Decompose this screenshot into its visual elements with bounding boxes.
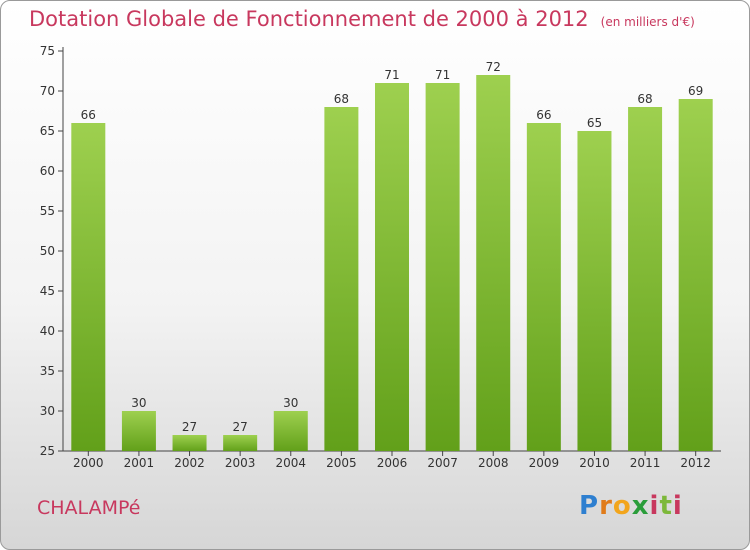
y-tick-label: 65 bbox=[40, 124, 55, 138]
x-tick-label: 2000 bbox=[73, 456, 104, 470]
y-tick-label: 60 bbox=[40, 164, 55, 178]
bar-value-label: 66 bbox=[81, 108, 96, 122]
bar-value-label: 68 bbox=[334, 92, 349, 106]
x-tick-label: 2003 bbox=[225, 456, 256, 470]
x-tick-label: 2005 bbox=[326, 456, 357, 470]
bar-value-label: 65 bbox=[587, 116, 602, 130]
bar-value-label: 69 bbox=[688, 84, 703, 98]
x-tick-label: 2010 bbox=[579, 456, 610, 470]
y-tick-label: 45 bbox=[40, 284, 55, 298]
bar-value-label: 71 bbox=[435, 68, 450, 82]
y-tick-label: 70 bbox=[40, 84, 55, 98]
bar bbox=[121, 411, 156, 451]
bar-value-label: 30 bbox=[283, 396, 298, 410]
bar-value-label: 71 bbox=[384, 68, 399, 82]
bar-value-label: 66 bbox=[536, 108, 551, 122]
bar-value-label: 27 bbox=[233, 420, 248, 434]
bar bbox=[425, 83, 460, 451]
x-tick-label: 2001 bbox=[124, 456, 155, 470]
x-tick-label: 2006 bbox=[377, 456, 408, 470]
x-tick-label: 2009 bbox=[529, 456, 560, 470]
x-tick-label: 2007 bbox=[427, 456, 458, 470]
chart-title-text: Dotation Globale de Fonctionnement de 20… bbox=[29, 7, 589, 31]
commune-name: CHALAMPé bbox=[37, 497, 141, 519]
y-tick-label: 30 bbox=[40, 404, 55, 418]
y-tick-label: 25 bbox=[40, 444, 55, 458]
chart-unit: (en milliers d'€) bbox=[600, 15, 695, 29]
bar bbox=[375, 83, 409, 451]
bar-value-label: 30 bbox=[131, 396, 146, 410]
bar bbox=[223, 435, 258, 451]
x-tick-label: 2002 bbox=[174, 456, 205, 470]
proxiti-logo: Proxiti bbox=[579, 491, 683, 521]
bar bbox=[577, 131, 612, 451]
bar bbox=[526, 123, 561, 451]
y-tick-label: 40 bbox=[40, 324, 55, 338]
x-tick-label: 2011 bbox=[630, 456, 661, 470]
bar-value-label: 72 bbox=[486, 60, 501, 74]
bar bbox=[678, 99, 713, 451]
bar bbox=[172, 435, 207, 451]
bar bbox=[476, 75, 511, 451]
bar bbox=[324, 107, 359, 451]
y-tick-label: 55 bbox=[40, 204, 55, 218]
bar bbox=[71, 123, 106, 451]
y-tick-label: 50 bbox=[40, 244, 55, 258]
x-tick-label: 2004 bbox=[275, 456, 306, 470]
bar bbox=[628, 107, 663, 451]
bar-value-label: 27 bbox=[182, 420, 197, 434]
bar-value-label: 68 bbox=[637, 92, 652, 106]
y-tick-label: 35 bbox=[40, 364, 55, 378]
y-tick-label: 75 bbox=[40, 44, 55, 58]
bar bbox=[273, 411, 308, 451]
x-tick-label: 2008 bbox=[478, 456, 509, 470]
chart-title: Dotation Globale de Fonctionnement de 20… bbox=[29, 7, 695, 31]
x-tick-label: 2012 bbox=[680, 456, 711, 470]
